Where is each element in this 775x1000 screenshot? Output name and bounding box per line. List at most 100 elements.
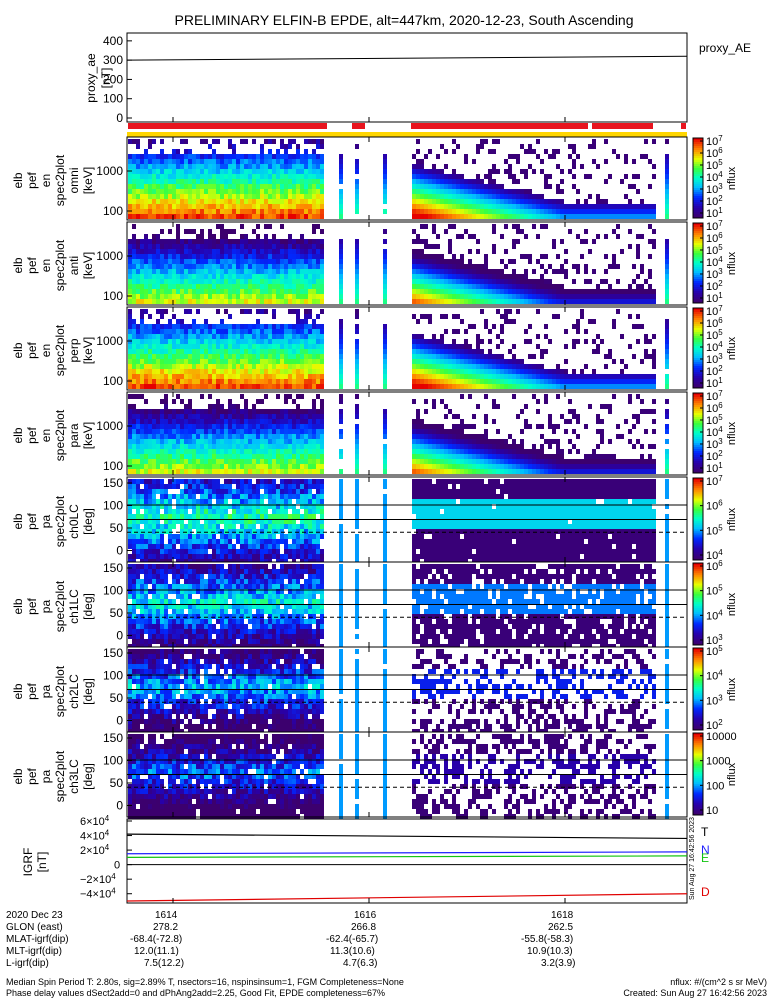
spec-cell [300,204,304,209]
spec-cell [484,364,488,369]
spec-cell [144,269,148,274]
spec-cell [272,459,276,464]
colorbar-label: 105 [706,158,723,172]
spec-cell [516,454,520,459]
spec-cell [540,284,544,289]
spec-cell [484,429,488,434]
spec-cell [232,289,236,294]
spec-cell [244,184,248,189]
spec-cell [308,174,312,179]
spec-cell [552,294,556,299]
spec-cell [204,289,208,294]
spec-cell [172,154,176,159]
spec-cell [528,299,532,304]
spec-cell [464,269,468,274]
spec-cell [560,374,564,379]
spec-cell [200,349,204,354]
spec-cell [220,364,224,369]
spec-cell [196,159,200,164]
spec-cell [200,454,204,459]
spec-cell [204,184,208,189]
spec-cell [512,199,516,204]
spec-cell [144,374,148,379]
spec-cell [420,364,424,369]
spec-cell [548,264,552,269]
spec-cell [460,359,464,364]
spec-cell [200,214,204,219]
spec-cell [136,294,140,299]
spec-cell [180,249,184,254]
spec-cell [216,329,220,334]
spec-cell [280,144,284,149]
spec-cell [140,159,144,164]
spec-cell [288,204,292,209]
spec-cell [268,204,272,209]
spec-cell [172,184,176,189]
spec-cell [140,184,144,189]
spec-cell [184,454,188,459]
spec-cell [208,329,212,334]
spec-cell [152,464,156,469]
spec-cell [648,289,652,294]
spec-cell [152,189,156,194]
spec-cell [284,449,288,454]
spec-cell [544,279,548,284]
spec-cell [444,384,448,389]
spec-cell [176,439,180,444]
spec-cell [192,319,196,324]
spec-cell [304,369,308,374]
spec-cell [460,274,464,279]
spec-cell [212,174,216,179]
spec-cell [548,294,552,299]
spec-cell [476,279,480,284]
spec-cell [244,384,248,389]
spec-cell [148,164,152,169]
spec-cell [160,309,164,314]
spec-cell [464,154,468,159]
spec-cell [500,369,504,374]
spec-cell [424,424,428,429]
spec-cell [416,454,420,459]
spec-cell [236,379,240,384]
spec-cell [144,214,148,219]
spec-cell [312,269,316,274]
spec-cell [256,464,260,469]
spec-cell [260,159,264,164]
spec-cell [304,349,308,354]
spec-cell [284,159,288,164]
spec-cell [500,259,504,264]
spec-cell [200,359,204,364]
spec-cell [196,384,200,389]
spec-cell [520,279,524,284]
spec-cell [244,179,248,184]
spec-cell [272,199,276,204]
spec-cell [272,284,276,289]
spec-cell [464,264,468,269]
spec-cell [184,419,188,424]
spec-cell [160,349,164,354]
spec-cell [476,444,480,449]
spec-cell [232,279,236,284]
spec-cell [172,174,176,179]
spec-cell [532,459,536,464]
spec-cell [280,204,284,209]
spec-cell [268,379,272,384]
spec-cell [264,264,268,269]
spec-cell [492,364,496,369]
spec-cell [304,189,308,194]
spec-cell [456,329,460,334]
spec-cell [416,189,420,194]
spec-cell [540,214,544,219]
spec-cell [268,424,272,429]
spec-cell [296,204,300,209]
spec-cell [152,344,156,349]
spec-cell [252,469,256,474]
spec-cell [564,294,568,299]
spec-cell [160,339,164,344]
spec-cell [528,364,532,369]
spec-cell [208,424,212,429]
spec-cell [560,239,564,244]
spec-cell [292,379,296,384]
spec-cell [144,409,148,414]
colorbar-cell [693,277,703,280]
